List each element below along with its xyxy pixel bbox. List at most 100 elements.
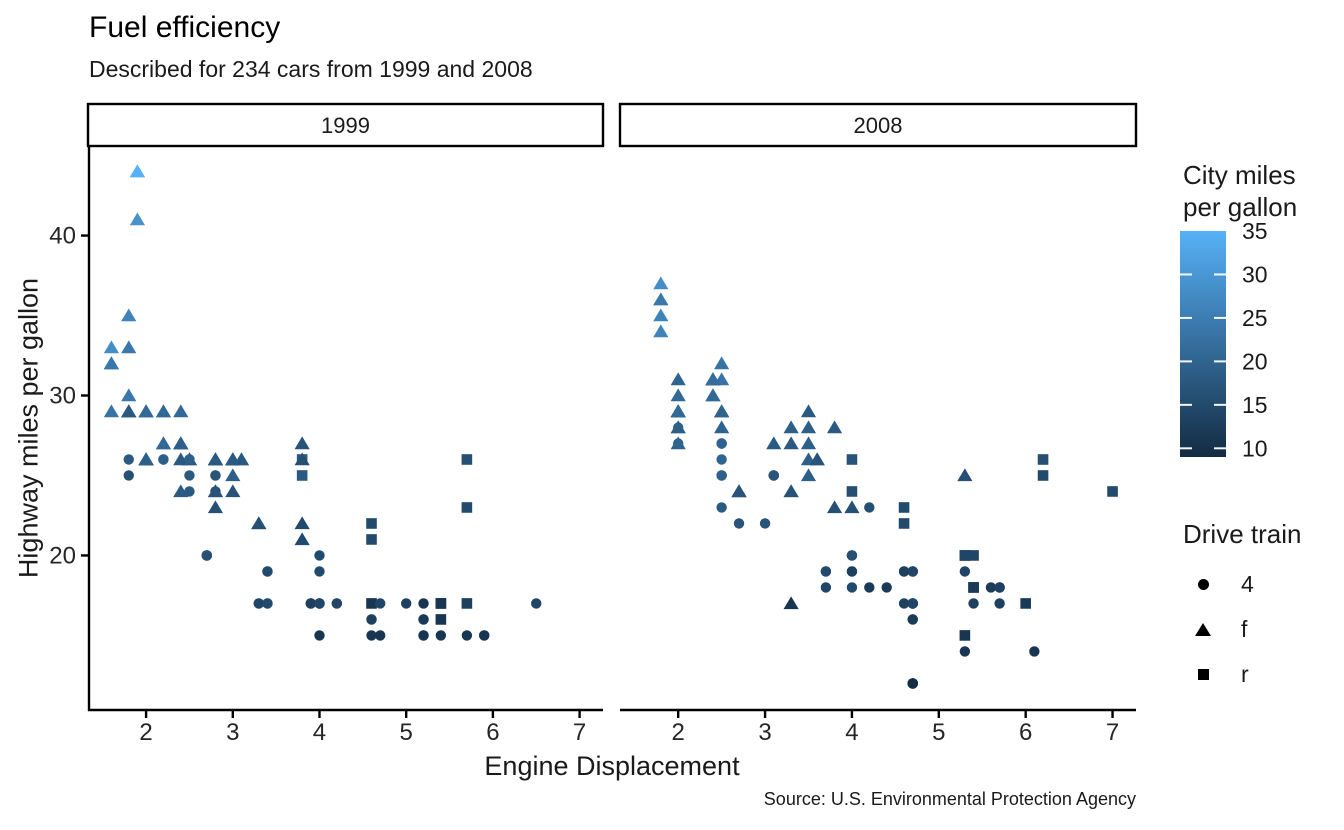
data-point <box>103 356 120 370</box>
data-point <box>968 582 979 593</box>
data-point <box>783 484 799 498</box>
colorbar-tick-label: 30 <box>1242 261 1268 287</box>
data-point <box>846 550 858 561</box>
data-point <box>670 436 686 450</box>
data-point <box>994 598 1005 609</box>
data-point <box>759 518 771 529</box>
data-point <box>800 468 817 482</box>
x-tick-label: 5 <box>932 719 945 746</box>
shape-legend-label: f <box>1241 616 1248 642</box>
data-point <box>716 502 727 513</box>
shape-legend-item-r: r <box>1186 652 1254 697</box>
data-point <box>714 356 730 370</box>
circle-icon <box>1197 579 1209 590</box>
data-point <box>716 470 727 481</box>
data-point <box>173 484 189 498</box>
facet-strip-label: 2008 <box>854 113 903 138</box>
data-point <box>173 436 189 450</box>
data-point <box>366 630 377 641</box>
data-point <box>262 598 273 609</box>
data-point <box>957 468 973 482</box>
data-point <box>418 630 429 641</box>
data-point <box>314 630 325 641</box>
data-point <box>959 630 971 641</box>
data-point <box>907 598 918 609</box>
data-point <box>959 550 971 561</box>
data-point <box>123 470 134 481</box>
data-point <box>201 550 212 561</box>
data-point <box>461 598 473 609</box>
data-point <box>155 436 172 450</box>
data-point <box>121 404 137 418</box>
data-point <box>864 582 875 593</box>
data-point <box>1029 646 1040 657</box>
colorbar-tick-label: 15 <box>1242 392 1268 418</box>
x-tick-label: 5 <box>400 719 413 746</box>
data-point <box>435 614 447 625</box>
colorbar-tick-label: 20 <box>1242 348 1268 374</box>
data-point <box>366 614 377 625</box>
data-point <box>800 436 817 450</box>
data-point <box>253 598 264 609</box>
data-point <box>129 164 146 178</box>
data-point <box>207 500 224 514</box>
data-point <box>898 502 910 513</box>
data-point <box>225 468 241 482</box>
data-point <box>210 470 221 481</box>
data-point <box>158 454 169 465</box>
data-point <box>138 404 154 418</box>
data-point <box>809 452 825 466</box>
data-point <box>670 372 686 386</box>
x-tick-label: 4 <box>313 719 326 746</box>
facet-strip-label: 1999 <box>321 113 370 138</box>
data-point <box>418 598 429 609</box>
data-point <box>121 388 137 402</box>
colorbar-tick-label: 10 <box>1242 435 1268 461</box>
data-point <box>826 420 843 434</box>
data-point <box>907 566 918 577</box>
data-point <box>907 614 918 625</box>
data-point <box>670 404 686 418</box>
data-point <box>820 582 832 593</box>
data-point <box>305 598 317 609</box>
data-point <box>155 404 172 418</box>
data-point <box>294 436 310 450</box>
data-point <box>846 566 858 577</box>
x-tick-label: 3 <box>226 719 239 746</box>
shape-legend-item-4: 4 <box>1186 562 1254 607</box>
data-point <box>331 598 343 609</box>
chart-subtitle: Described for 234 cars from 1999 and 200… <box>89 56 533 82</box>
data-point <box>294 452 310 466</box>
facet-strip <box>618 102 1138 148</box>
data-point <box>844 500 860 514</box>
data-point <box>184 454 195 465</box>
data-point <box>400 598 412 609</box>
data-point <box>898 598 910 609</box>
data-point <box>461 454 473 465</box>
shape-legend-label: r <box>1241 661 1249 687</box>
data-point <box>783 420 799 434</box>
data-point <box>714 420 730 434</box>
data-point <box>670 420 686 434</box>
x-tick-label: 6 <box>486 719 499 746</box>
data-point <box>864 502 875 513</box>
data-point <box>846 582 858 593</box>
data-point <box>435 630 447 641</box>
data-point <box>1107 486 1118 497</box>
data-point <box>768 470 779 481</box>
data-point <box>314 598 325 609</box>
data-point <box>846 454 858 465</box>
data-point <box>907 678 918 689</box>
square-icon <box>1197 669 1209 680</box>
data-point <box>881 582 892 593</box>
data-point <box>731 484 747 498</box>
data-point <box>262 566 273 577</box>
data-point <box>225 452 241 466</box>
x-tick-label: 2 <box>672 719 685 746</box>
data-point <box>653 292 669 306</box>
data-point <box>653 324 669 338</box>
data-point <box>418 614 429 625</box>
data-point <box>1020 598 1031 609</box>
shape-legend-item-f: f <box>1186 607 1254 652</box>
